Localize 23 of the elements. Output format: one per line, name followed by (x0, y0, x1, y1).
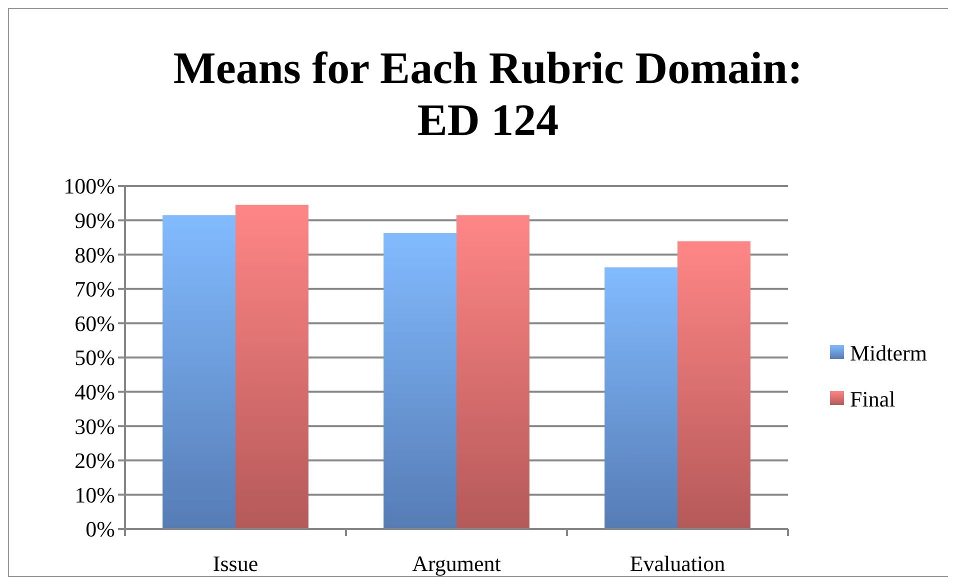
y-tick-label: 30% (74, 414, 115, 439)
legend-label: Final (850, 386, 896, 412)
y-tick-label: 10% (74, 482, 115, 508)
y-tick-label: 70% (74, 276, 115, 302)
y-tick-label: 80% (74, 242, 115, 268)
bar (384, 232, 456, 529)
y-tick-label: 100% (64, 174, 115, 199)
legend-label: Midterm (850, 340, 927, 366)
chart-title: Means for Each Rubric Domain: ED 124 (173, 43, 803, 145)
bar (604, 267, 678, 529)
bar (162, 215, 236, 529)
y-tick-label: 20% (74, 448, 115, 474)
y-tick-label: 50% (74, 345, 115, 370)
x-tick-label: Argument (412, 551, 501, 576)
y-tick-label: 90% (74, 208, 115, 233)
bar (678, 241, 750, 529)
x-tick-label: Evaluation (630, 551, 726, 576)
bar (236, 204, 308, 529)
x-tick-label: Issue (212, 551, 258, 576)
bar (456, 215, 530, 529)
y-tick-label: 40% (74, 380, 115, 404)
y-tick-label: 0% (86, 516, 115, 542)
y-tick-label: 60% (74, 310, 115, 336)
